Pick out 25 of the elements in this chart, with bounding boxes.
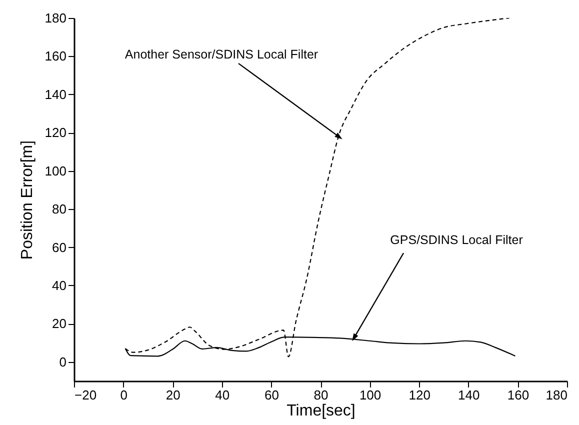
- x-tick-label: 140: [458, 388, 480, 402]
- annotation: GPS/SDINS Local Filter: [390, 233, 523, 248]
- x-axis-title: Time[sec]: [286, 402, 356, 420]
- x-tick-label: 0: [120, 388, 128, 402]
- y-tick-label: 160: [44, 48, 66, 64]
- y-tick-label: 0: [59, 354, 66, 370]
- y-tick-label: 80: [52, 202, 66, 217]
- y-tick-label: 40: [52, 278, 66, 293]
- y-tick-label: 60: [52, 240, 66, 255]
- x-tick-label: 80: [314, 388, 328, 402]
- y-tick-label: 120: [44, 125, 66, 140]
- annotation: Another Sensor/SDINS Local Filter: [124, 47, 318, 62]
- y-tick-label: 180: [44, 10, 66, 26]
- y-tick-label: 20: [52, 316, 66, 332]
- x-tick-label: 20: [166, 388, 180, 402]
- x-tick-label: 100: [359, 388, 382, 402]
- x-tick-label: 120: [408, 388, 430, 402]
- x-tick-label: 180: [546, 388, 568, 402]
- x-tick-label: 40: [215, 388, 230, 402]
- y-axis-title: Position Error[m]: [18, 140, 36, 260]
- x-tick-label: 160: [507, 388, 530, 402]
- x-tick-label: −20: [74, 388, 97, 402]
- y-tick-label: 100: [44, 163, 66, 178]
- x-tick-label: 60: [264, 388, 279, 402]
- y-tick-label: 140: [44, 86, 66, 102]
